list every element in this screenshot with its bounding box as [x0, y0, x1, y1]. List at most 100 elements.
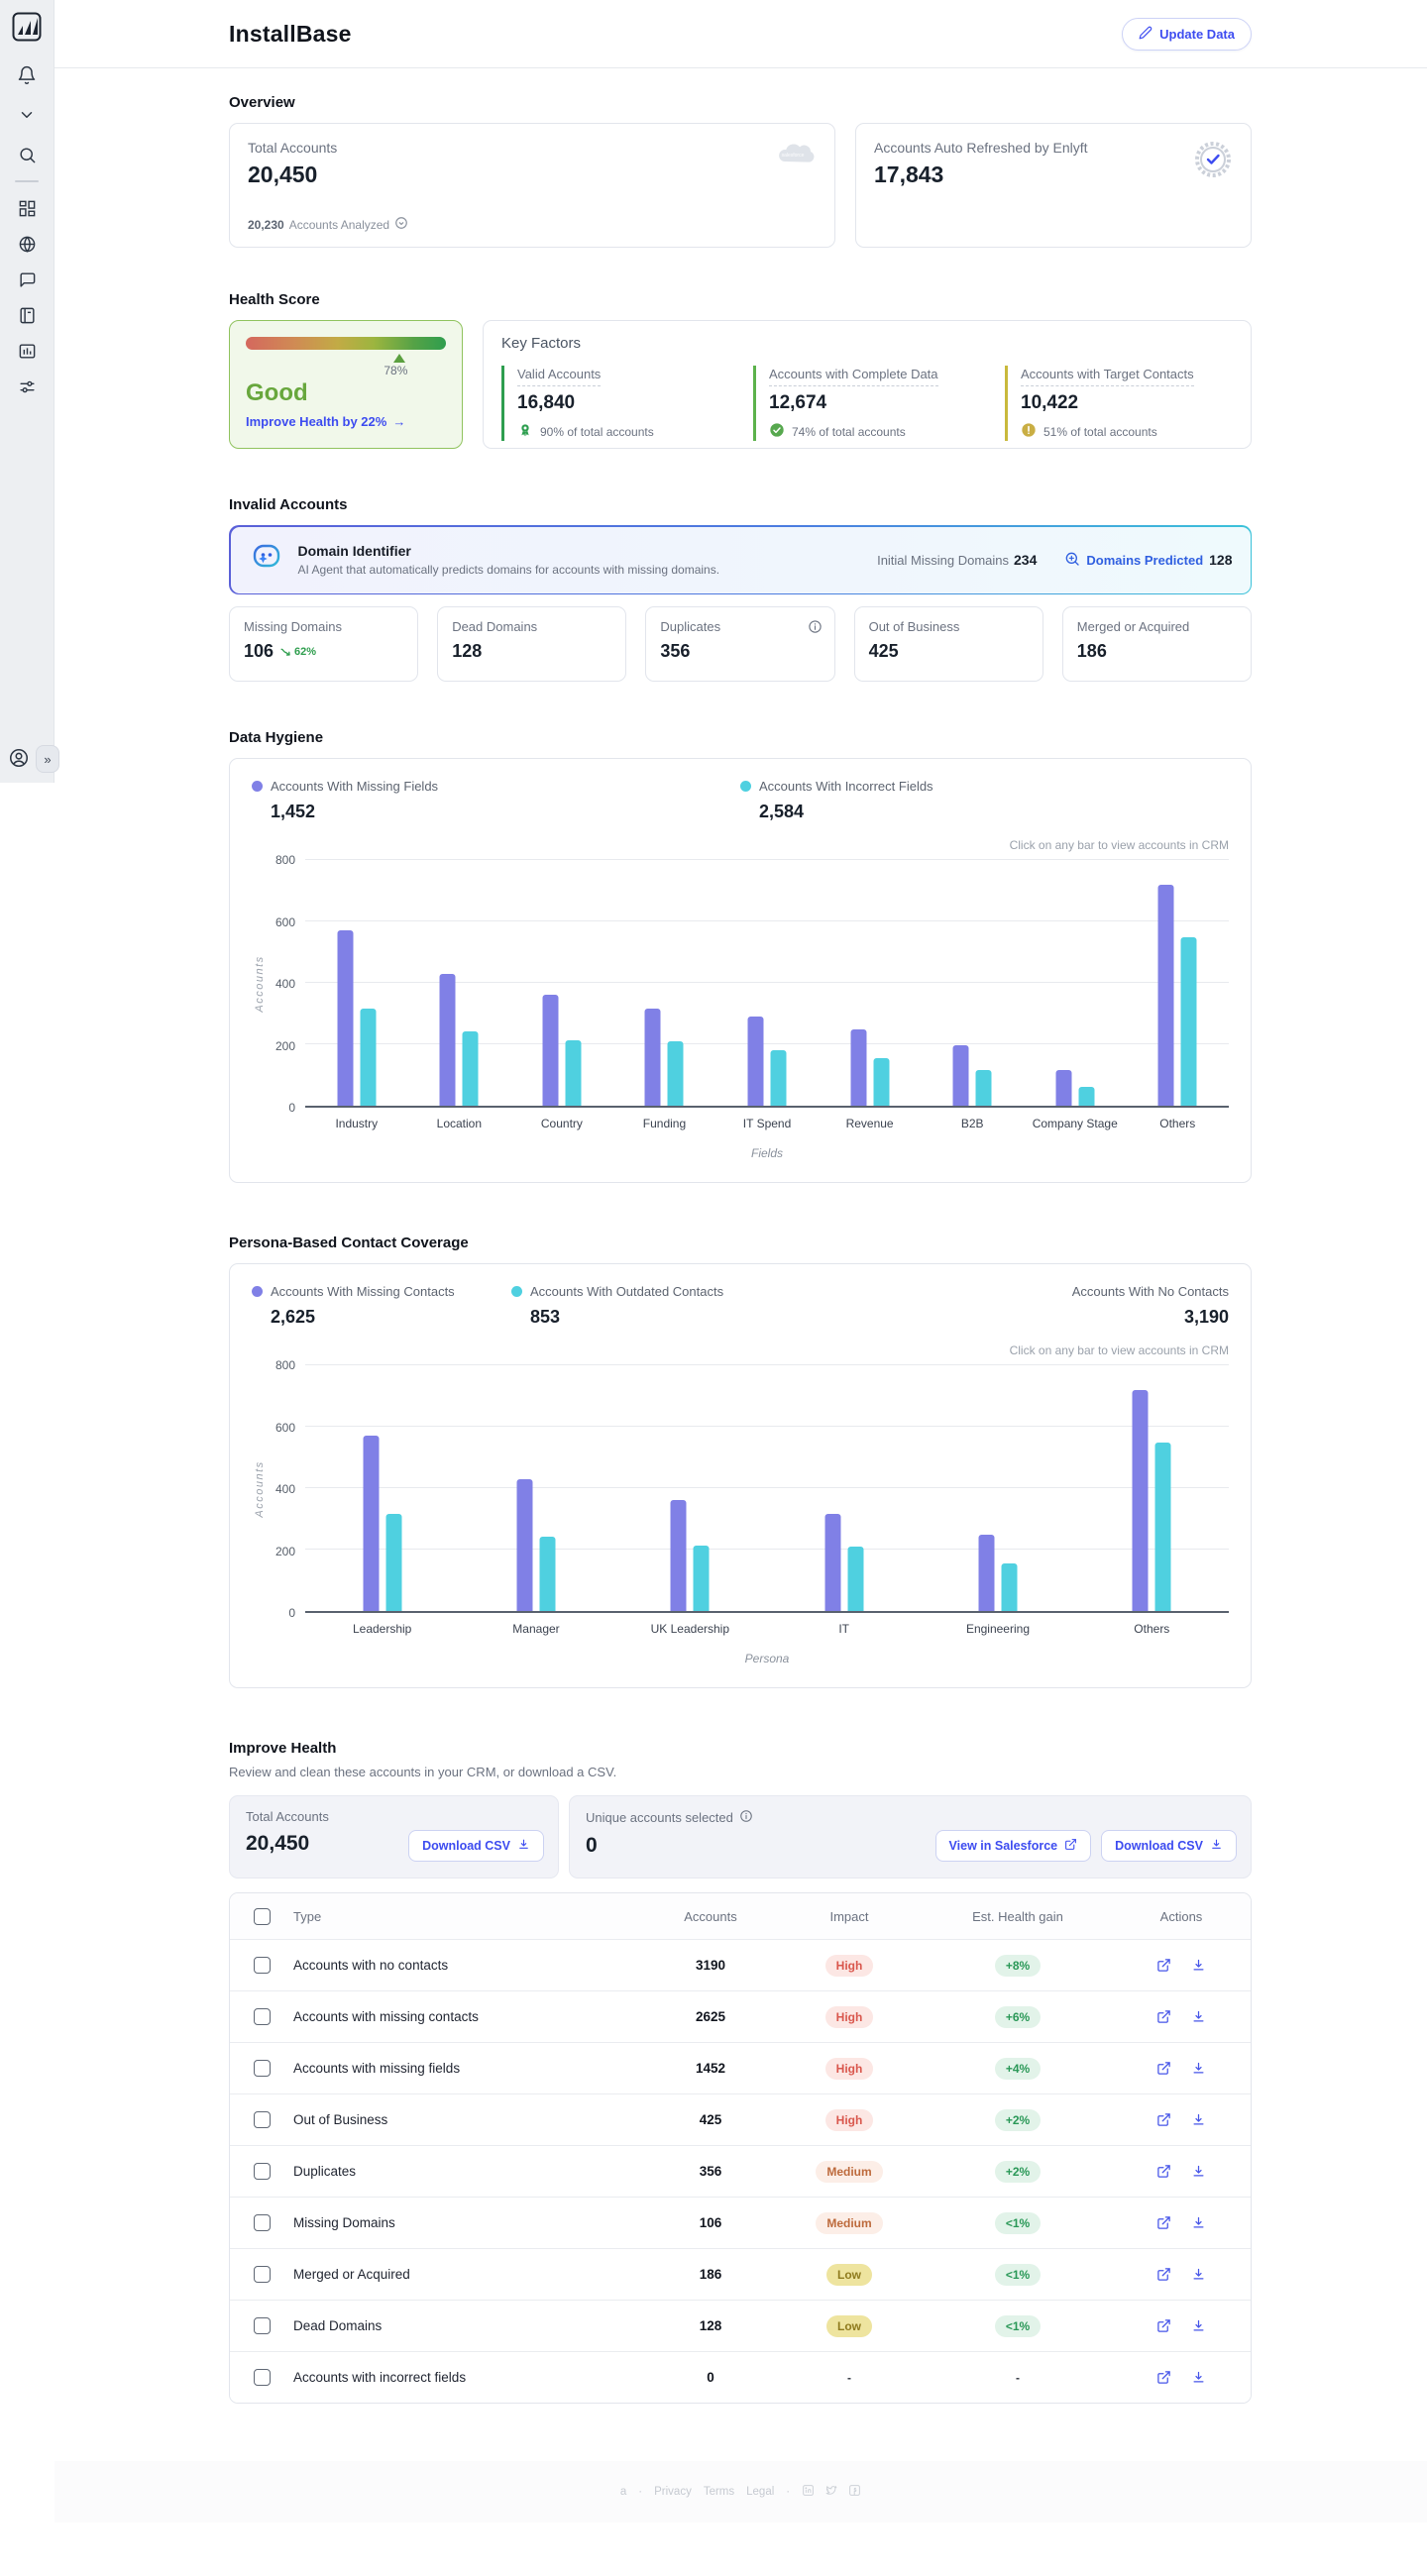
row-checkbox[interactable] — [253, 2266, 271, 2283]
download-row-icon[interactable] — [1191, 2112, 1206, 2127]
bar-others[interactable] — [1180, 936, 1197, 1106]
bar-uk-leadership[interactable] — [670, 1500, 687, 1611]
terms-link[interactable]: Terms — [703, 2486, 735, 2498]
bar-industry[interactable] — [337, 930, 354, 1106]
bar-manager[interactable] — [539, 1536, 556, 1611]
settings-sliders-icon[interactable] — [9, 369, 45, 404]
gridline — [305, 859, 1229, 860]
bar-revenue[interactable] — [873, 1057, 890, 1106]
bar-funding[interactable] — [667, 1040, 684, 1106]
reports-chart-icon[interactable] — [9, 333, 45, 369]
open-in-crm-icon[interactable] — [1156, 1958, 1171, 1973]
bar-uk-leadership[interactable] — [693, 1545, 710, 1611]
select-all-checkbox[interactable] — [253, 1907, 271, 1925]
bar-b2b[interactable] — [952, 1044, 969, 1106]
bar-others[interactable] — [1154, 1442, 1171, 1611]
download-row-icon[interactable] — [1191, 2318, 1206, 2333]
row-checkbox[interactable] — [253, 2317, 271, 2334]
bar-leadership[interactable] — [385, 1514, 402, 1611]
row-checkbox[interactable] — [253, 2214, 271, 2231]
row-checkbox[interactable] — [253, 2369, 271, 2386]
download-row-icon[interactable] — [1191, 2061, 1206, 2076]
improve-health-link[interactable]: Improve Health by 22% → — [246, 414, 406, 429]
row-checkbox[interactable] — [253, 2163, 271, 2180]
expand-sidebar-button[interactable]: » — [36, 745, 59, 773]
row-checkbox[interactable] — [253, 2060, 271, 2077]
download-row-icon[interactable] — [1191, 2267, 1206, 2282]
download-row-icon[interactable] — [1191, 2009, 1206, 2024]
open-in-crm-icon[interactable] — [1156, 2370, 1171, 2385]
health-gain-badge: +8% — [994, 1954, 1042, 1977]
open-in-crm-icon[interactable] — [1156, 2318, 1171, 2333]
update-data-button[interactable]: Update Data — [1122, 17, 1252, 51]
open-in-crm-icon[interactable] — [1156, 2267, 1171, 2282]
domains-predicted-link[interactable]: Domains Predicted 128 — [1064, 551, 1233, 570]
download-row-icon[interactable] — [1191, 2164, 1206, 2179]
notifications-bell-icon[interactable] — [9, 57, 45, 93]
bar-funding[interactable] — [644, 1009, 661, 1106]
open-in-crm-icon[interactable] — [1156, 2009, 1171, 2024]
bar-it[interactable] — [824, 1514, 841, 1611]
facebook-icon[interactable] — [848, 2484, 861, 2500]
chevron-circle-icon[interactable] — [394, 216, 408, 233]
bar-manager[interactable] — [516, 1478, 533, 1611]
initial-missing-domains: Initial Missing Domains 234 — [877, 552, 1038, 568]
open-in-crm-icon[interactable] — [1156, 2112, 1171, 2127]
bar-it-spend[interactable] — [747, 1017, 764, 1106]
download-row-icon[interactable] — [1191, 2215, 1206, 2230]
bar-country[interactable] — [542, 995, 559, 1106]
privacy-link[interactable]: Privacy — [654, 2486, 692, 2498]
bar-others[interactable] — [1157, 884, 1174, 1106]
download-row-icon[interactable] — [1191, 1958, 1206, 1973]
bar-others[interactable] — [1132, 1389, 1149, 1611]
gridline — [305, 1426, 1229, 1427]
bar-company-stage[interactable] — [1078, 1087, 1095, 1106]
bar-industry[interactable] — [360, 1009, 377, 1106]
total-accounts-value: 20,450 — [248, 161, 318, 187]
external-link-icon — [1064, 1838, 1077, 1854]
bar-b2b[interactable] — [975, 1070, 992, 1106]
bar-engineering[interactable] — [1001, 1562, 1018, 1611]
bar-location[interactable] — [462, 1030, 479, 1106]
open-in-crm-icon[interactable] — [1156, 2164, 1171, 2179]
download-row-icon[interactable] — [1191, 2370, 1206, 2385]
search-icon[interactable] — [9, 137, 45, 172]
x-category-label: UK Leadership — [650, 1622, 730, 1636]
purple-legend-dot — [252, 1286, 263, 1297]
legal-link[interactable]: Legal — [746, 2486, 775, 2498]
bar-country[interactable] — [565, 1039, 582, 1106]
chevron-down-icon[interactable] — [9, 97, 45, 133]
key-factor-complete-data: Accounts with Complete Data 12,674 74% o… — [753, 366, 961, 441]
info-icon[interactable] — [739, 1809, 753, 1826]
magnifier-sparkle-icon — [1064, 551, 1080, 570]
x-category-label: Company Stage — [1032, 1117, 1118, 1130]
twitter-icon[interactable] — [824, 2484, 838, 2500]
dashboard-grid-icon[interactable] — [9, 190, 45, 226]
bar-location[interactable] — [439, 973, 456, 1106]
row-checkbox[interactable] — [253, 2111, 271, 2128]
download-csv-button[interactable]: Download CSV — [1101, 1830, 1237, 1862]
bar-it[interactable] — [847, 1546, 864, 1611]
row-checkbox[interactable] — [253, 2008, 271, 2025]
bar-group-b2b — [952, 860, 992, 1106]
open-in-crm-icon[interactable] — [1156, 2061, 1171, 2076]
bar-revenue[interactable] — [850, 1028, 867, 1106]
row-checkbox[interactable] — [253, 1957, 271, 1974]
verified-seal-icon — [1193, 140, 1233, 184]
y-axis-label: Accounts — [254, 955, 266, 1013]
view-in-salesforce-button[interactable]: View in Salesforce — [934, 1830, 1092, 1862]
download-csv-button[interactable]: Download CSV — [408, 1830, 544, 1862]
chat-bubble-icon[interactable] — [9, 262, 45, 297]
open-in-crm-icon[interactable] — [1156, 2215, 1171, 2230]
bar-company-stage[interactable] — [1055, 1070, 1072, 1106]
bar-leadership[interactable] — [363, 1436, 380, 1611]
linkedin-icon[interactable] — [802, 2484, 815, 2500]
bar-it-spend[interactable] — [770, 1049, 787, 1106]
notebook-icon[interactable] — [9, 297, 45, 333]
column-impact: Impact — [829, 1908, 869, 1924]
globe-icon[interactable] — [9, 226, 45, 262]
bar-engineering[interactable] — [978, 1535, 995, 1611]
info-icon[interactable] — [808, 619, 823, 639]
enlyft-logo-icon[interactable] — [12, 12, 42, 42]
account-icon[interactable] — [8, 747, 30, 774]
